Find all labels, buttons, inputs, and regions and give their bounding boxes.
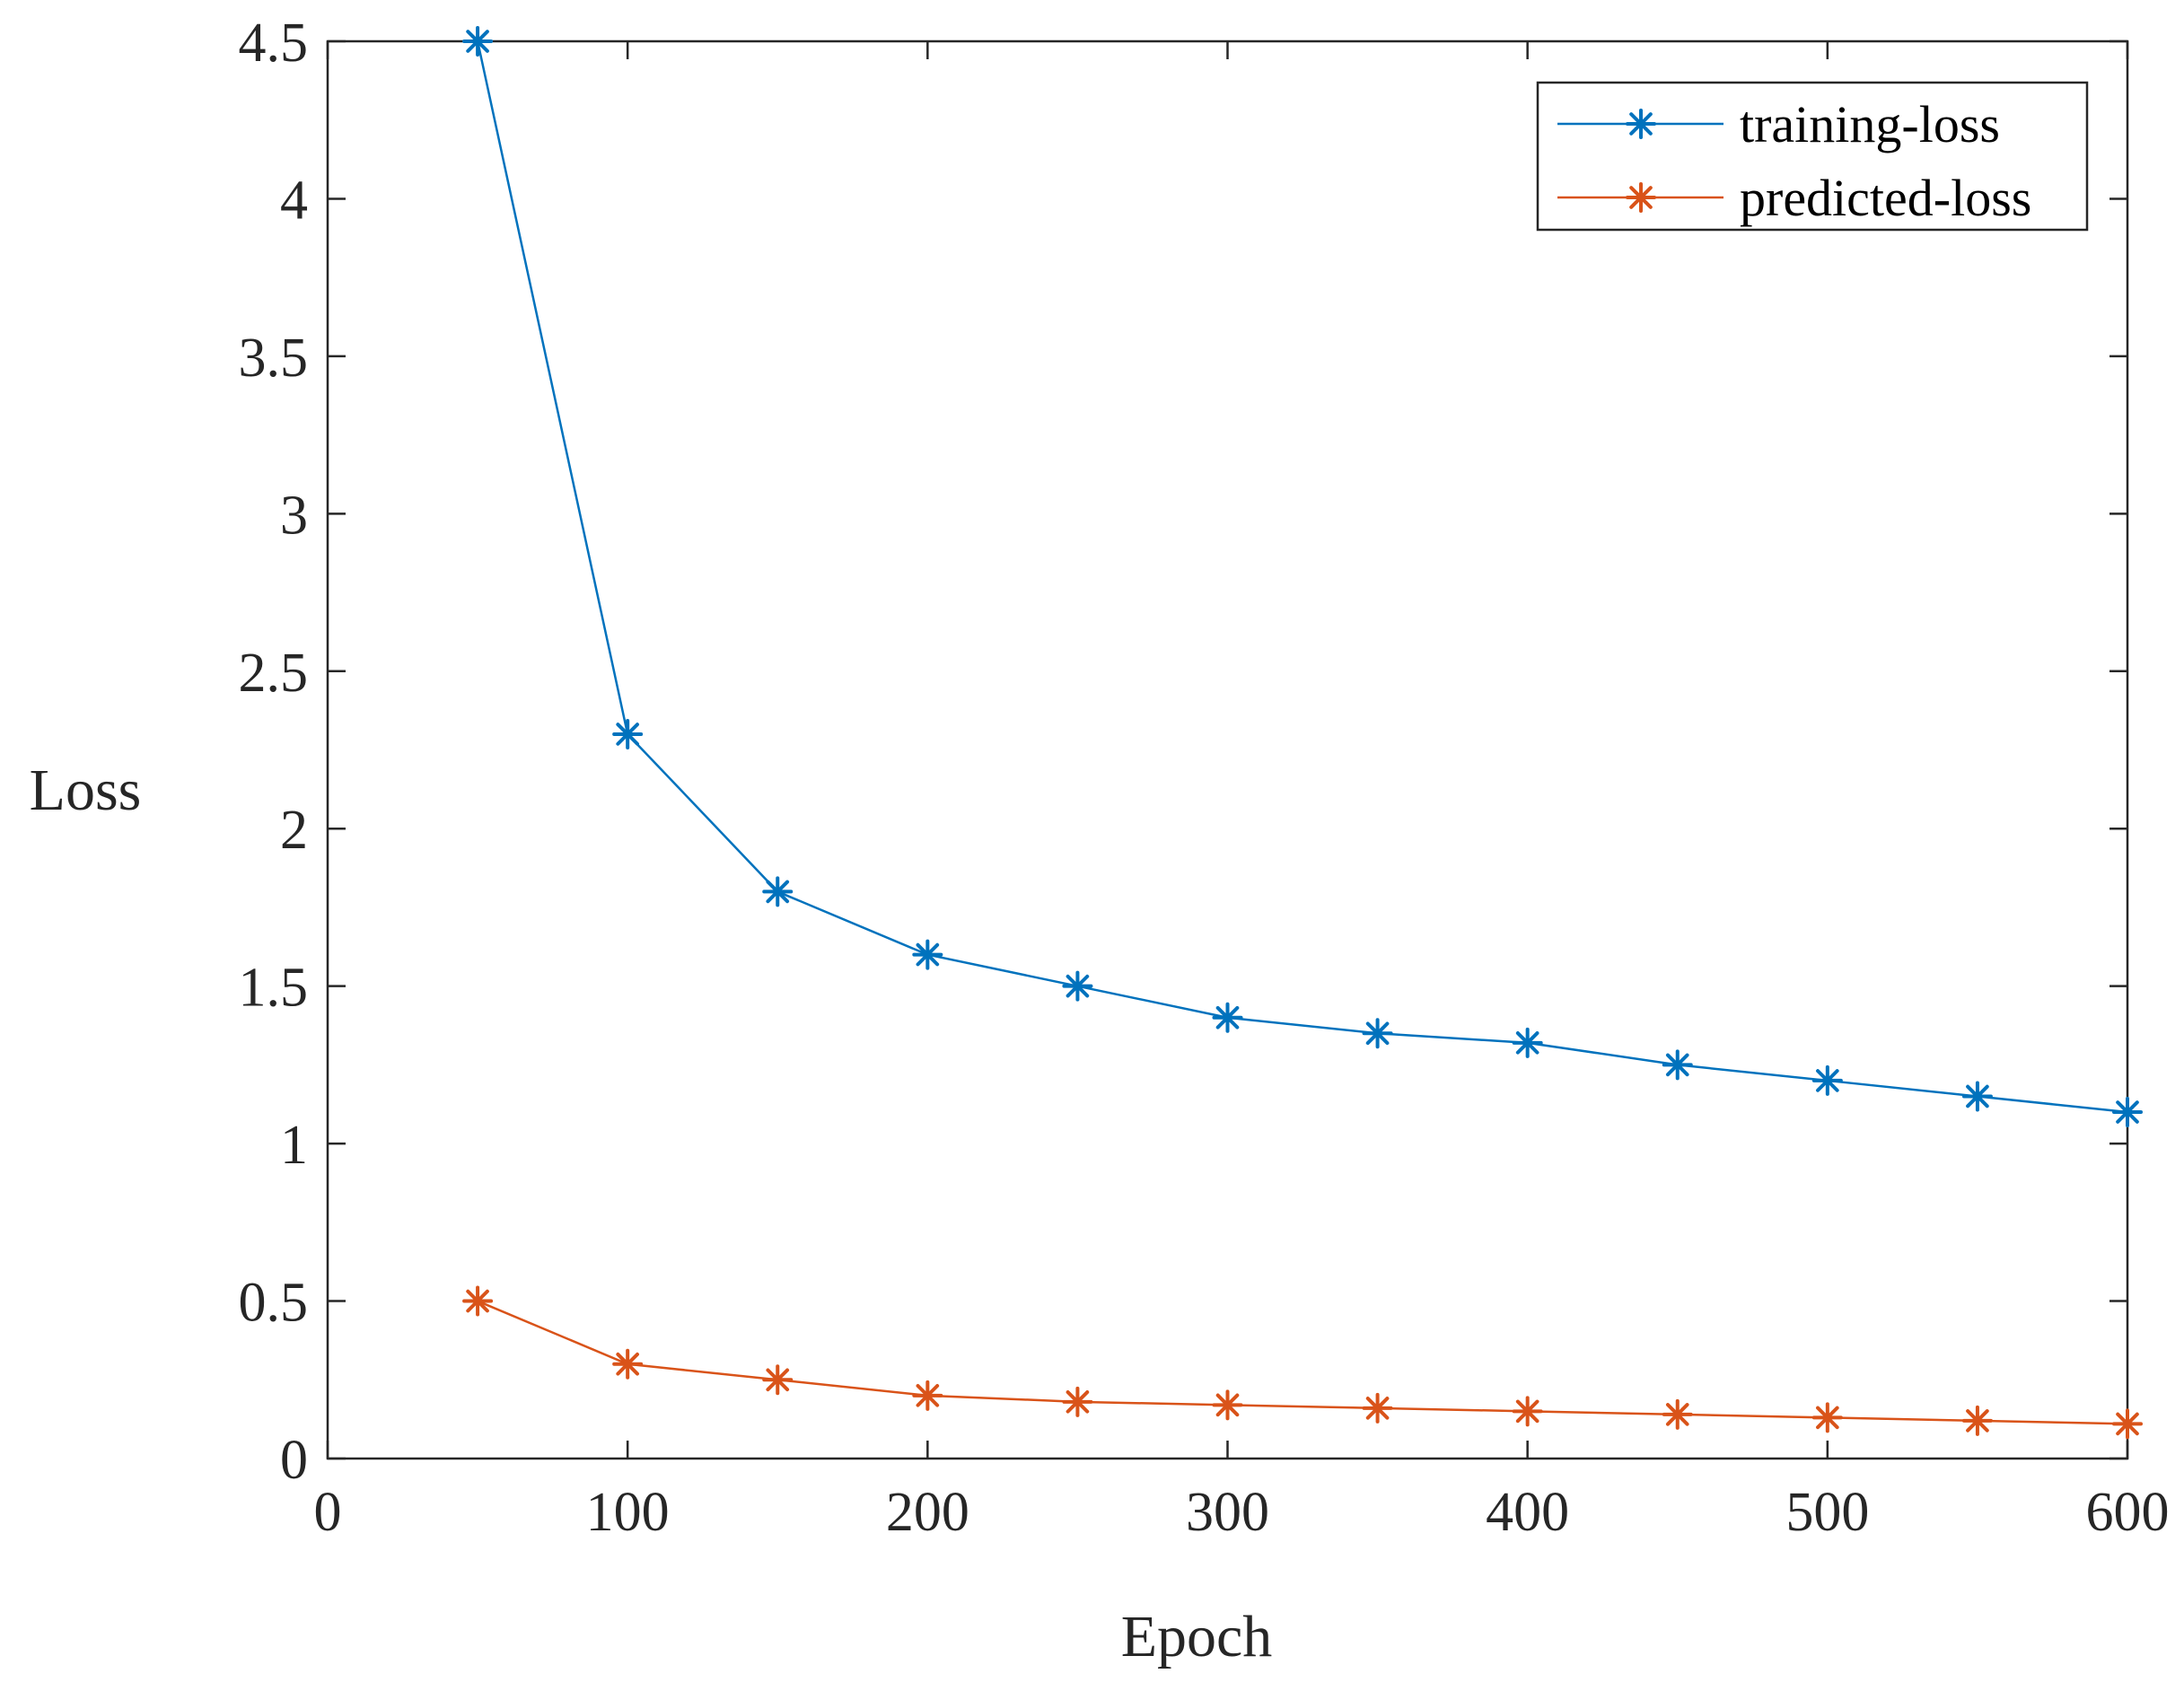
y-tick-label: 2 bbox=[280, 800, 308, 861]
marker-stroke bbox=[466, 30, 489, 53]
data-point-training-loss bbox=[762, 876, 794, 907]
data-point-predicted-loss bbox=[1212, 1389, 1243, 1421]
marker-stroke bbox=[616, 723, 639, 746]
marker-stroke bbox=[1515, 1031, 1539, 1055]
data-point-training-loss bbox=[1811, 1065, 1843, 1096]
data-point-training-loss bbox=[1512, 1027, 1543, 1058]
data-point-predicted-loss bbox=[1062, 1386, 1093, 1417]
data-point-predicted-loss bbox=[1362, 1392, 1393, 1424]
plot-area: 0 100 200 300 400 500 600 0 0.5 1 1.5 2 2.5 3 3.5 4 4.5 bbox=[239, 13, 2170, 1543]
x-tick-label: 300 bbox=[1186, 1482, 1269, 1543]
marker-stroke bbox=[1966, 1084, 1989, 1108]
marker-stroke bbox=[2116, 1412, 2139, 1436]
y-tick-label: 1.5 bbox=[239, 958, 309, 1019]
marker-stroke bbox=[1066, 1390, 1090, 1414]
marker-stroke bbox=[2116, 1100, 2139, 1124]
data-point-training-loss bbox=[1662, 1049, 1693, 1081]
y-tick-label: 4 bbox=[280, 170, 308, 231]
marker-stroke bbox=[766, 1368, 790, 1392]
data-point-training-loss bbox=[1062, 970, 1093, 1002]
legend-label-training-loss: training-loss bbox=[1740, 95, 2000, 153]
data-point-training-loss bbox=[2112, 1097, 2143, 1128]
legend-marker-training-loss bbox=[1626, 109, 1656, 139]
data-point-predicted-loss bbox=[912, 1380, 943, 1411]
data-point-predicted-loss bbox=[2112, 1408, 2143, 1440]
legend: training-loss predicted-loss bbox=[1536, 81, 2089, 232]
marker-stroke bbox=[1665, 1053, 1689, 1077]
y-tick-label: 4.5 bbox=[239, 13, 309, 74]
y-tick-label: 3.5 bbox=[239, 328, 309, 389]
data-point-training-loss bbox=[1362, 1018, 1393, 1049]
data-point-predicted-loss bbox=[762, 1364, 794, 1396]
marker-stroke bbox=[916, 1384, 940, 1407]
data-point-training-loss bbox=[612, 718, 644, 749]
marker-stroke bbox=[1629, 112, 1653, 136]
data-point-predicted-loss bbox=[462, 1285, 494, 1317]
data-point-training-loss bbox=[912, 939, 943, 970]
y-tick-label: 3 bbox=[280, 485, 308, 546]
y-tick-label: 2.5 bbox=[239, 643, 309, 704]
x-tick-label: 200 bbox=[886, 1482, 969, 1543]
legend-box bbox=[1536, 81, 2089, 232]
data-point-predicted-loss bbox=[612, 1348, 644, 1380]
data-point-training-loss bbox=[462, 26, 494, 57]
y-tick-label: 0 bbox=[280, 1430, 308, 1491]
marker-stroke bbox=[916, 942, 940, 967]
data-point-training-loss bbox=[1961, 1081, 1993, 1112]
y-tick-label: 0.5 bbox=[239, 1273, 309, 1334]
x-tick-label: 400 bbox=[1486, 1482, 1569, 1543]
data-point-predicted-loss bbox=[1662, 1398, 1693, 1430]
series-layer bbox=[462, 26, 2143, 1440]
marker-stroke bbox=[1215, 1393, 1240, 1417]
legend-marker-predicted-loss bbox=[1626, 182, 1656, 213]
legend-label-predicted-loss: predicted-loss bbox=[1740, 169, 2031, 227]
y-axis-title: Loss bbox=[30, 758, 142, 823]
data-point-predicted-loss bbox=[1961, 1405, 1993, 1436]
x-tick-label: 0 bbox=[314, 1482, 342, 1543]
marker-stroke bbox=[1629, 186, 1653, 209]
marker-stroke bbox=[1966, 1409, 1989, 1433]
marker-stroke bbox=[1066, 974, 1090, 998]
marker-stroke bbox=[1816, 1406, 1839, 1430]
data-point-training-loss bbox=[1212, 1002, 1243, 1033]
series-line-training-loss bbox=[476, 40, 2128, 1114]
marker-stroke bbox=[466, 1289, 489, 1313]
marker-stroke bbox=[1365, 1397, 1390, 1420]
x-tick-label: 100 bbox=[586, 1482, 670, 1543]
data-point-predicted-loss bbox=[1811, 1402, 1843, 1433]
x-tick-label: 600 bbox=[2086, 1482, 2170, 1543]
marker-stroke bbox=[1215, 1005, 1240, 1029]
x-tick-label: 500 bbox=[1785, 1482, 1869, 1543]
marker-stroke bbox=[1816, 1069, 1839, 1092]
marker-stroke bbox=[1365, 1021, 1390, 1046]
marker-stroke bbox=[1515, 1399, 1539, 1424]
marker-stroke bbox=[1665, 1403, 1689, 1426]
marker-stroke bbox=[766, 880, 790, 904]
x-axis-title: Epoch bbox=[1121, 1604, 1273, 1669]
data-point-predicted-loss bbox=[1512, 1396, 1543, 1427]
series-line-predicted-loss bbox=[477, 1300, 2128, 1425]
y-tick-label: 1 bbox=[280, 1115, 308, 1176]
marker-stroke bbox=[616, 1352, 639, 1376]
